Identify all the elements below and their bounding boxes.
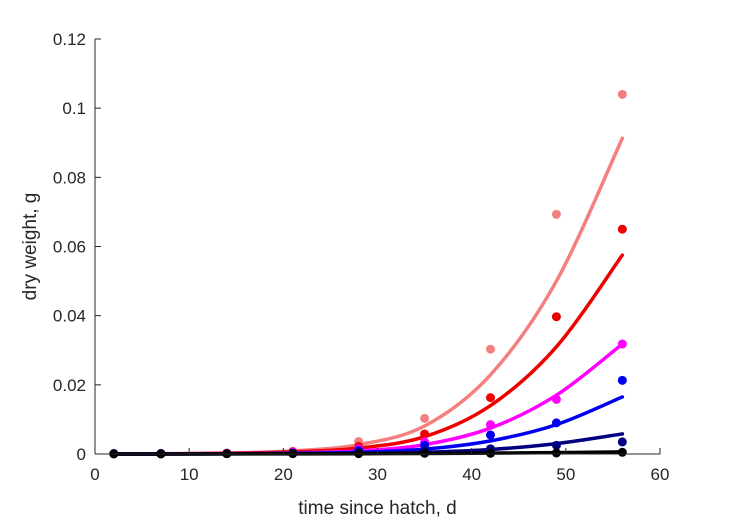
x-tick-label: 60 <box>651 465 670 484</box>
x-tick-label: 40 <box>462 465 481 484</box>
data-point <box>551 209 561 219</box>
data-point <box>420 413 430 423</box>
y-tick-label: 0.04 <box>53 307 86 326</box>
y-tick-label: 0.1 <box>62 99 86 118</box>
y-tick-label: 0.02 <box>53 376 86 395</box>
data-point <box>617 447 627 457</box>
y-axis-label: dry weight, g <box>20 193 41 301</box>
y-tick-label: 0.08 <box>53 168 86 187</box>
data-point <box>486 448 495 458</box>
data-point <box>420 448 430 458</box>
y-tick-label: 0.12 <box>53 30 86 49</box>
data-point <box>486 420 495 430</box>
y-tick-label: 0 <box>77 445 86 464</box>
x-tick-label: 30 <box>368 465 387 484</box>
x-tick-label: 10 <box>180 465 199 484</box>
data-point <box>551 448 561 458</box>
data-point <box>486 430 495 440</box>
data-point <box>617 89 627 99</box>
data-point <box>486 344 495 354</box>
data-point <box>420 429 430 439</box>
data-point <box>486 393 495 403</box>
data-point <box>551 440 561 450</box>
data-point <box>617 224 627 234</box>
x-tick-label: 0 <box>90 465 99 484</box>
data-point <box>551 418 561 428</box>
data-point <box>617 437 627 447</box>
x-tick-label: 20 <box>274 465 293 484</box>
x-tick-label: 50 <box>556 465 575 484</box>
data-point <box>551 394 561 404</box>
data-point <box>551 312 561 322</box>
axes-layer: 0 10 20 30 40 50 60 0 0.02 0.04 0.06 0.08 0.1 0.12 <box>53 30 670 484</box>
data-point <box>617 339 627 349</box>
plot-area: 0 10 20 30 40 50 60 0 0.02 0.04 0.06 0.08 0.1 0.12 <box>53 30 670 484</box>
data-point <box>617 375 627 385</box>
y-tick-label: 0.06 <box>53 238 86 257</box>
x-axis-label: time since hatch, d <box>298 498 456 519</box>
